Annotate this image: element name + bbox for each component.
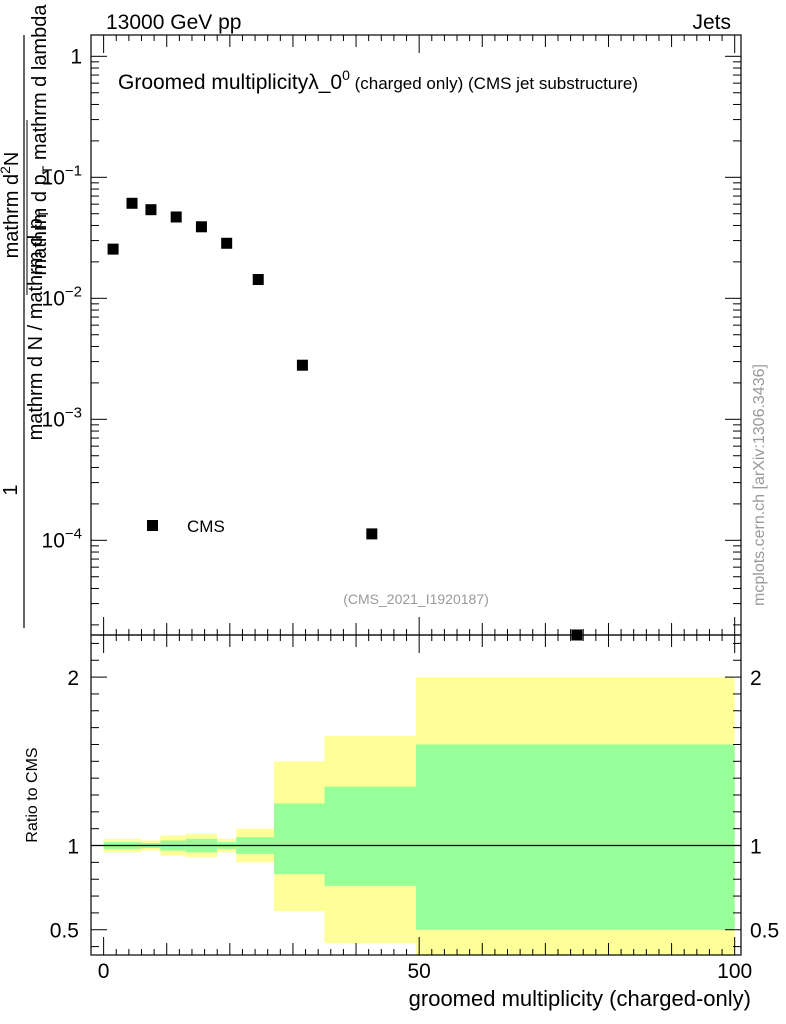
main-plot: 1 10−1 10−2 10−3 10−4 Groomed multiplicityλ_… bbox=[42, 34, 742, 641]
ratio-y-axis-label: Ratio to CMS bbox=[24, 747, 41, 842]
main-axis-ticks bbox=[91, 35, 741, 635]
x-axis-label: groomed multiplicity (charged-only) bbox=[409, 986, 751, 1011]
title-lambda: λ_0 bbox=[308, 71, 342, 94]
title-rest: (charged only) (CMS jet substructure) bbox=[350, 74, 638, 93]
ratio-bands bbox=[103, 677, 735, 955]
main-y-tick-label: 10−3 bbox=[42, 404, 82, 431]
main-data-points bbox=[107, 197, 583, 641]
ratio-band-inner bbox=[274, 803, 325, 875]
ratio-y-tick-label-left: 2 bbox=[67, 667, 79, 690]
ratio-y-tick-label-right: 2 bbox=[750, 667, 762, 690]
data-point bbox=[170, 211, 182, 223]
data-point bbox=[221, 237, 233, 249]
data-point bbox=[296, 359, 308, 371]
analysis-id: (CMS_2021_I1920187) bbox=[343, 591, 489, 607]
title-main: Groomed multiplicity bbox=[118, 71, 309, 94]
ylabel-frac-den: mathrm d pT mathrm d lambda bbox=[29, 4, 55, 276]
data-point bbox=[195, 221, 207, 233]
ylabel-inner: mathrm d N / mathrm d pT bbox=[25, 209, 51, 440]
data-point bbox=[145, 204, 157, 216]
ratio-band-inner bbox=[416, 744, 735, 930]
energy-label: 13000 GeV pp bbox=[106, 11, 241, 34]
main-plot-frame bbox=[90, 34, 742, 636]
watermark: mcplots.cern.ch [arXiv:1306.3436] bbox=[751, 364, 768, 606]
x-tick-label: 100 bbox=[717, 960, 752, 983]
ratio-y-tick-label-right: 1 bbox=[750, 836, 762, 859]
main-y-tick-label: 10−1 bbox=[42, 162, 82, 189]
main-plot-title: Groomed multiplicityλ_00 (charged only) … bbox=[118, 67, 638, 94]
ratio-axis-ticks bbox=[91, 635, 741, 955]
data-point bbox=[107, 243, 119, 255]
ylabel-one: 1 bbox=[0, 484, 22, 495]
main-y-axis-label: 1 mathrm d N / mathrm d pT mathrm d2N ma… bbox=[0, 4, 55, 628]
ratio-x-tick-labels: 0 50 100 bbox=[98, 960, 752, 983]
main-y-tick-label: 10−2 bbox=[42, 283, 82, 310]
x-tick-label: 50 bbox=[407, 960, 430, 983]
title-sup: 0 bbox=[342, 67, 350, 83]
main-y-tick-labels: 1 10−1 10−2 10−3 10−4 bbox=[42, 45, 82, 552]
ratio-band-inner bbox=[324, 786, 416, 886]
ratio-plot: 0.5 0.5 1 1 2 2 0 50 100 Ratio to CMS groomed m… bbox=[24, 634, 779, 1011]
category-label: Jets bbox=[692, 11, 731, 34]
main-y-tick-label: 10−4 bbox=[42, 525, 82, 552]
ratio-y-tick-label-right: 0.5 bbox=[750, 920, 779, 943]
legend-cms-marker bbox=[147, 520, 158, 531]
main-y-tick-label: 1 bbox=[70, 45, 82, 68]
ratio-plot-frame bbox=[90, 634, 742, 956]
ratio-y-tick-label-left: 0.5 bbox=[50, 920, 79, 943]
data-point bbox=[252, 274, 264, 286]
ratio-y-tick-labels: 0.5 0.5 1 1 2 2 bbox=[50, 667, 779, 943]
ratio-y-tick-label-left: 1 bbox=[67, 836, 79, 859]
x-tick-label: 0 bbox=[98, 960, 110, 983]
legend-cms-label: CMS bbox=[187, 517, 225, 536]
ylabel-frac-num: mathrm d2N bbox=[0, 152, 23, 259]
data-point bbox=[366, 528, 378, 540]
data-point bbox=[126, 197, 138, 209]
